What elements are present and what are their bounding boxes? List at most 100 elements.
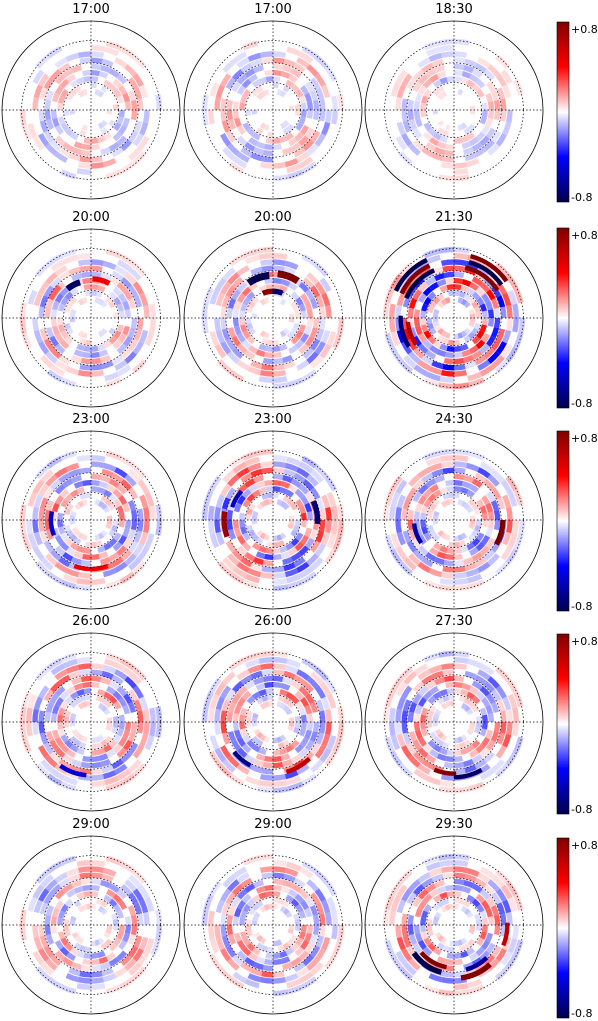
field-cell [382,302,390,318]
field-cell [208,677,222,694]
field-cell [35,966,50,981]
field-cell [324,65,338,82]
field-cell [49,139,62,152]
field-cell [59,541,70,552]
field-cell [251,533,260,542]
field-cell [259,977,273,984]
field-cell [295,296,304,306]
field-cell [417,697,427,707]
field-cell [236,343,248,355]
field-cell [49,478,62,491]
field-cell [248,73,258,83]
field-cell [98,349,109,358]
field-cell [103,691,113,700]
field-cell [505,475,519,492]
field-cell [105,725,112,732]
field-cell [252,758,264,768]
field-cell [300,697,310,707]
field-cell [242,652,259,663]
field-cell [469,137,479,147]
field-cell [124,64,137,77]
field-cell [389,953,403,970]
field-cell [505,346,519,363]
field-cell [233,117,242,128]
feature-cell [465,956,489,972]
field-cell [285,911,293,919]
field-cell [389,880,403,897]
field-cell [91,76,99,83]
field-cell [486,537,496,549]
field-cell [239,102,246,110]
field-cell [239,318,246,326]
field-cell [133,902,143,915]
field-cell [421,354,434,366]
field-cell [54,561,68,573]
field-cell [38,281,50,295]
field-cell [434,728,442,736]
field-cell [429,888,439,898]
field-cell [214,747,227,763]
field-cell [77,905,85,913]
field-cell [245,722,252,729]
field-cell [201,94,209,110]
field-cell [296,151,310,163]
field-cell [395,69,408,85]
field-cell [127,945,139,958]
field-cell [290,883,302,893]
field-cell [495,745,507,759]
field-cell [286,775,302,786]
field-cell [83,688,91,695]
field-cell [407,110,415,121]
field-cell [244,68,256,78]
field-cell [428,366,443,376]
field-cell [62,68,74,78]
field-cell [495,341,507,355]
field-cell [268,903,273,910]
field-cell [112,690,123,701]
field-cell [471,327,479,336]
field-cell [43,892,55,905]
field-cell [228,455,245,469]
feature-cell [398,315,411,348]
field-cell [439,45,454,52]
grid-ring [406,62,502,158]
field-cell [502,696,512,711]
field-cell [38,722,46,734]
field-cell [273,989,289,997]
field-cell [486,896,496,908]
field-cell [454,69,463,77]
field-cell [105,928,112,935]
field-cell [476,498,485,508]
field-cell [201,302,209,318]
field-cell [436,349,447,358]
field-cell [384,736,395,753]
field-cell [242,937,251,947]
field-cell [273,675,284,683]
field-cell [118,714,125,722]
field-cell [21,691,32,708]
field-cell [39,295,49,308]
field-cell [261,467,273,475]
field-cell [124,676,137,689]
field-cell [309,934,319,946]
field-cell [214,925,221,939]
field-cell [220,925,228,937]
field-cells [382,246,526,390]
field-cell [467,331,476,340]
field-cell [417,483,429,495]
field-cell [406,540,418,553]
field-cell [27,533,38,549]
field-cell [252,510,259,517]
field-cell [408,474,421,487]
field-cell [119,455,136,469]
field-cell [264,479,273,487]
field-cell [127,731,137,743]
field-cell [469,925,476,930]
field-cell [231,693,241,705]
field-cell [50,110,58,119]
field-cell [232,51,248,64]
field-cell [118,110,125,118]
field-cell [421,146,434,158]
colorbar-row-2: +0.8-0.8 [556,227,598,410]
field-cell [119,860,136,874]
